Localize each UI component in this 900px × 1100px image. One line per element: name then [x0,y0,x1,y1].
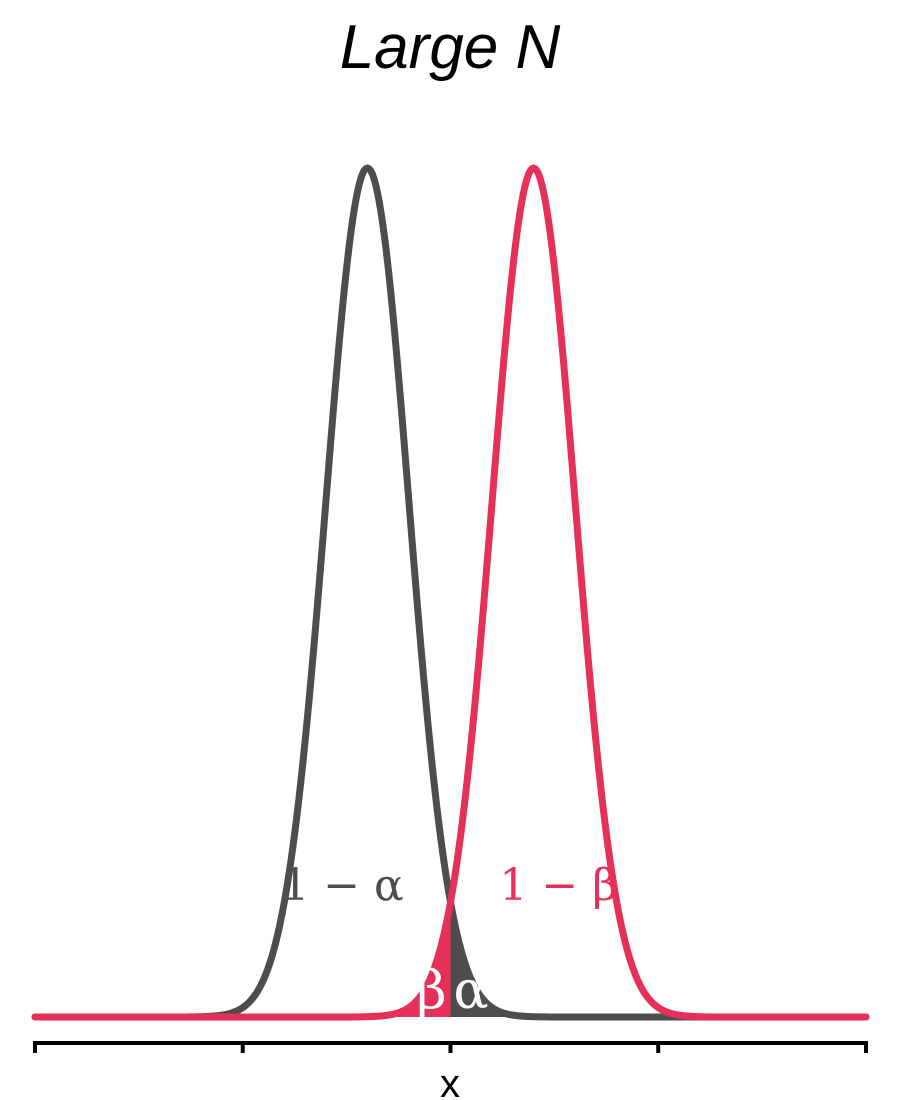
alternative-distribution-tail-fill [35,902,451,1017]
density-curves [31,164,870,1021]
x-axis-label: x [440,1062,460,1100]
alternative-distribution-region-label: 1 − β [499,860,617,911]
alternative-distribution-tail-label: β [416,961,446,1021]
null-distribution-region-label: 1 − α [281,860,404,911]
null-distribution-tail-label: α [454,961,489,1021]
region-labels: 1 − α 1 − βαβ [281,860,617,1021]
chart-title: Large N [340,13,561,82]
alternative-distribution-curve [31,164,870,1021]
null-distribution-tail-fill [450,902,866,1017]
x-axis [33,1041,868,1053]
